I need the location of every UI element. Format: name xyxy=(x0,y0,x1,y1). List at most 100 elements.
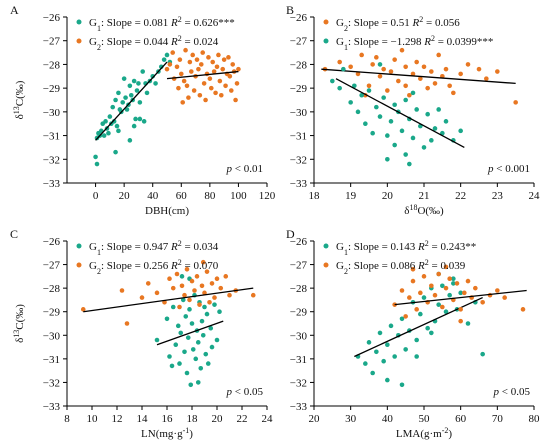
data-point-g1 xyxy=(199,318,205,324)
data-point-g1 xyxy=(399,382,405,388)
x-tick-label: 40 xyxy=(147,190,159,202)
data-point-g1 xyxy=(128,92,134,98)
data-point-g2 xyxy=(194,274,200,279)
data-point-g1 xyxy=(195,380,201,385)
legend-marker xyxy=(76,19,82,25)
y-tick-label: −32 xyxy=(290,154,307,166)
data-point-g2 xyxy=(414,59,419,65)
data-point-g2 xyxy=(359,52,364,58)
data-point-g2 xyxy=(226,55,231,60)
data-point-g1 xyxy=(169,363,175,369)
data-point-g2 xyxy=(207,76,213,81)
data-point-g1 xyxy=(421,295,427,300)
y-tick-label: −31 xyxy=(290,131,307,143)
data-point-g2 xyxy=(436,271,441,277)
data-point-g1 xyxy=(465,321,471,326)
legend-marker xyxy=(323,243,329,249)
y-tick-label: −27 xyxy=(43,36,61,48)
legend-entry: G1: Slope = 0.947 R2 = 0.034 xyxy=(89,239,219,257)
data-point-g1 xyxy=(429,330,434,336)
data-point-g2 xyxy=(209,281,215,286)
data-point-g2 xyxy=(208,85,214,91)
data-point-g1 xyxy=(182,349,187,355)
data-point-g2 xyxy=(234,81,240,86)
x-tick-label: 80 xyxy=(204,190,216,202)
legend-entry: G2: Slope = 0.51 R2 = 0.056 xyxy=(336,15,460,33)
data-point-g2 xyxy=(410,266,416,272)
data-point-g2 xyxy=(370,62,375,67)
data-point-g2 xyxy=(458,318,463,324)
fit-line-g2 xyxy=(394,289,527,306)
data-point-g2 xyxy=(520,307,526,312)
data-point-g2 xyxy=(180,100,186,105)
legend-marker xyxy=(323,262,329,268)
data-point-g2 xyxy=(183,47,188,53)
data-point-g1 xyxy=(451,276,456,282)
x-tick-label: 0 xyxy=(93,190,99,202)
data-point-g1 xyxy=(137,116,143,122)
data-point-g2 xyxy=(223,274,229,279)
x-tick-label: 16 xyxy=(162,413,174,425)
data-point-g2 xyxy=(443,264,449,270)
legend-entry: G1: Slope = 0.143 R2 = 0.243** xyxy=(336,239,476,257)
y-axis-label: δ13C(‰) xyxy=(12,304,27,343)
data-point-g1 xyxy=(392,354,397,359)
x-tick-label: 8 xyxy=(64,413,70,425)
data-point-g1 xyxy=(106,130,111,136)
y-tick-label: −27 xyxy=(43,260,61,272)
data-point-g2 xyxy=(176,85,181,91)
data-point-g1 xyxy=(167,354,172,359)
data-point-g2 xyxy=(458,71,463,77)
x-tick-label: 14 xyxy=(137,413,149,425)
data-point-g2 xyxy=(410,278,416,284)
data-point-g2 xyxy=(462,290,467,296)
data-point-g2 xyxy=(210,59,216,65)
data-point-g1 xyxy=(189,321,195,326)
data-point-g2 xyxy=(164,66,170,72)
data-point-g1 xyxy=(348,100,353,105)
data-point-g1 xyxy=(161,57,167,62)
data-point-g1 xyxy=(190,347,196,352)
data-point-g1 xyxy=(209,344,215,350)
data-point-g1 xyxy=(93,154,98,160)
data-point-g1 xyxy=(377,62,383,67)
x-axis-label: LN(mg·g-1) xyxy=(141,426,193,441)
data-point-g1 xyxy=(374,349,379,355)
fit-line-g2 xyxy=(83,287,254,313)
data-point-g2 xyxy=(227,73,233,79)
data-point-g1 xyxy=(381,358,386,364)
data-point-g2 xyxy=(167,62,173,67)
data-point-g2 xyxy=(207,299,212,305)
data-point-g2 xyxy=(447,276,452,282)
data-point-g2 xyxy=(201,81,207,86)
data-point-g1 xyxy=(374,104,379,110)
data-point-g1 xyxy=(200,332,206,338)
y-tick-label: −30 xyxy=(43,330,61,342)
data-point-g2 xyxy=(174,64,180,70)
legend-marker xyxy=(76,38,82,44)
panel-label: C xyxy=(10,227,18,241)
data-point-g2 xyxy=(182,292,187,298)
data-point-g2 xyxy=(403,83,408,89)
data-point-g2 xyxy=(436,52,441,58)
data-point-g1 xyxy=(363,121,368,127)
panel-d: 20 30 40 50 60 70 80 −26 −27 −28 −29 −30 −31 −32 −33 LM… xyxy=(286,227,540,440)
x-tick-label: 20 xyxy=(309,413,321,425)
data-point-g1 xyxy=(414,354,419,359)
data-point-g2 xyxy=(403,64,408,70)
panel-c: 8 10 12 14 16 18 20 22 24 −26 −27 −28 −29 −30 −31 −32 −3… xyxy=(10,227,273,440)
y-tick-label: −26 xyxy=(43,236,61,248)
data-point-g2 xyxy=(388,69,394,74)
x-tick-label: 100 xyxy=(230,190,247,202)
data-point-g1 xyxy=(366,88,372,93)
y-tick-label: −33 xyxy=(290,178,308,190)
data-point-g1 xyxy=(330,78,335,84)
y-tick-label: −30 xyxy=(290,107,308,119)
data-point-g1 xyxy=(136,81,141,86)
legend-entry: G2: Slope = 0.256 R2 = 0.070 xyxy=(89,258,219,276)
x-tick-label: 50 xyxy=(419,413,431,425)
y-tick-label: −28 xyxy=(43,283,61,295)
data-point-g1 xyxy=(388,119,394,124)
data-point-g1 xyxy=(480,351,485,357)
